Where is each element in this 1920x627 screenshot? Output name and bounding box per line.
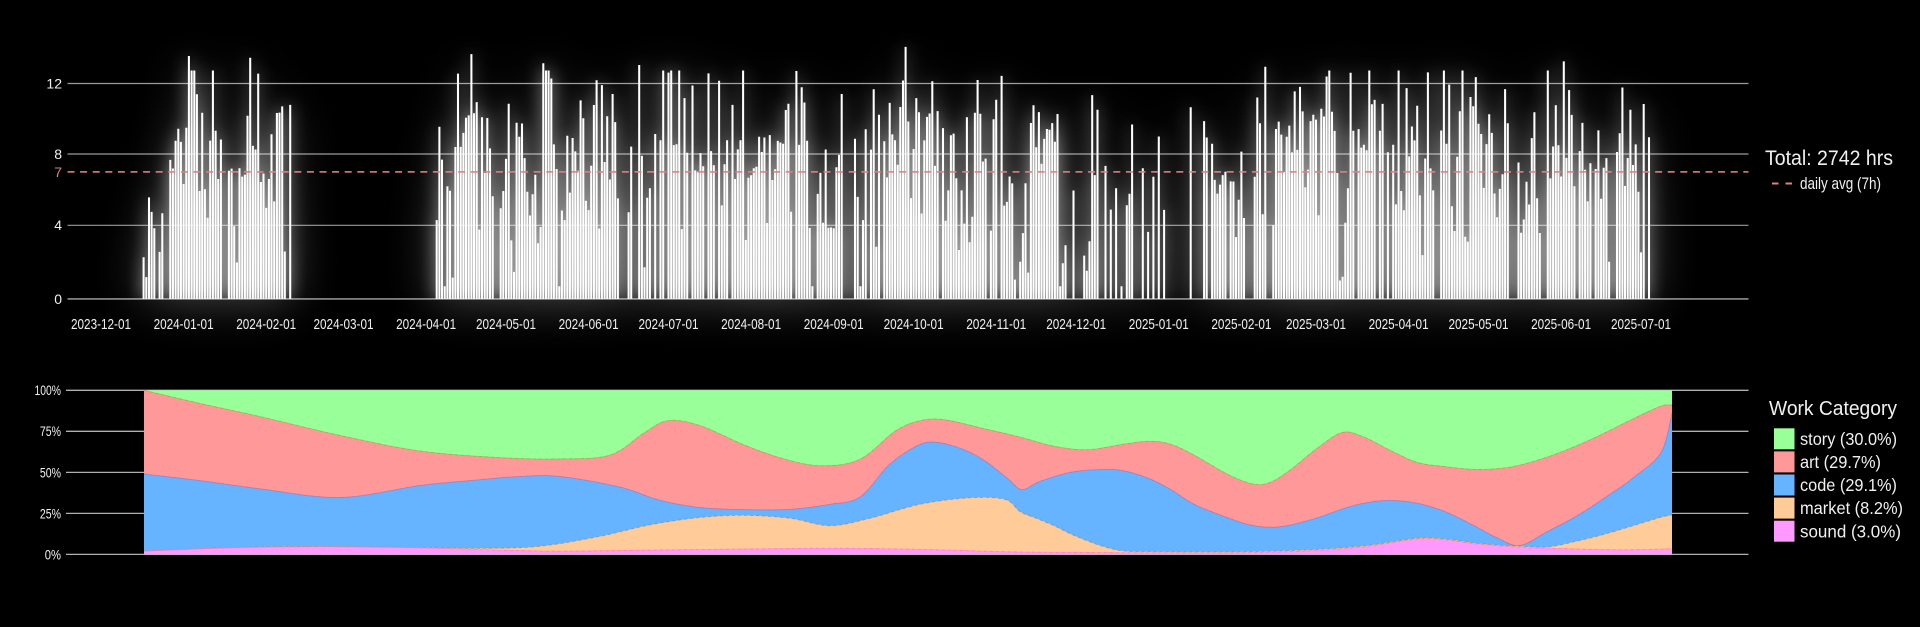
svg-text:2024-06-01: 2024-06-01 [559,316,619,333]
svg-text:2024-10-01: 2024-10-01 [884,316,944,333]
svg-text:0%: 0% [45,546,61,562]
svg-text:2023-12-01: 2023-12-01 [71,316,131,333]
svg-text:2025-06-01: 2025-06-01 [1531,316,1591,333]
svg-text:2024-09-01: 2024-09-01 [804,316,864,333]
svg-text:50%: 50% [40,464,61,480]
svg-text:sound (3.0%): sound (3.0%) [1800,521,1901,541]
svg-text:art (29.7%): art (29.7%) [1800,452,1881,472]
svg-text:2025-03-01: 2025-03-01 [1286,316,1346,333]
svg-text:100%: 100% [35,382,62,398]
svg-text:2025-04-01: 2025-04-01 [1369,316,1429,333]
svg-text:75%: 75% [40,423,61,439]
svg-text:0: 0 [54,291,62,307]
svg-text:2025-05-01: 2025-05-01 [1449,316,1509,333]
svg-text:2025-01-01: 2025-01-01 [1129,316,1189,333]
svg-text:2024-02-01: 2024-02-01 [236,316,296,333]
svg-text:2024-01-01: 2024-01-01 [154,316,214,333]
svg-text:2025-02-01: 2025-02-01 [1211,316,1271,333]
svg-text:8: 8 [54,146,62,162]
svg-text:2024-11-01: 2024-11-01 [966,316,1026,333]
svg-text:2025-07-01: 2025-07-01 [1611,316,1671,333]
svg-text:2024-05-01: 2024-05-01 [476,316,536,333]
svg-text:12: 12 [46,75,62,91]
svg-text:2024-08-01: 2024-08-01 [721,316,781,333]
svg-text:market (8.2%): market (8.2%) [1800,498,1903,518]
svg-text:Total: 2742 hrs: Total: 2742 hrs [1765,146,1893,170]
svg-text:daily avg (7h): daily avg (7h) [1800,175,1881,193]
svg-text:7: 7 [54,164,62,180]
svg-text:2024-03-01: 2024-03-01 [314,316,374,333]
svg-text:25%: 25% [40,505,61,521]
svg-text:2024-04-01: 2024-04-01 [396,316,456,333]
svg-text:4: 4 [54,217,62,233]
svg-text:Work Category: Work Category [1769,398,1897,420]
svg-text:2024-12-01: 2024-12-01 [1046,316,1106,333]
svg-text:story (30.0%): story (30.0%) [1800,429,1897,449]
svg-text:2024-07-01: 2024-07-01 [639,316,699,333]
svg-text:code (29.1%): code (29.1%) [1800,475,1897,495]
